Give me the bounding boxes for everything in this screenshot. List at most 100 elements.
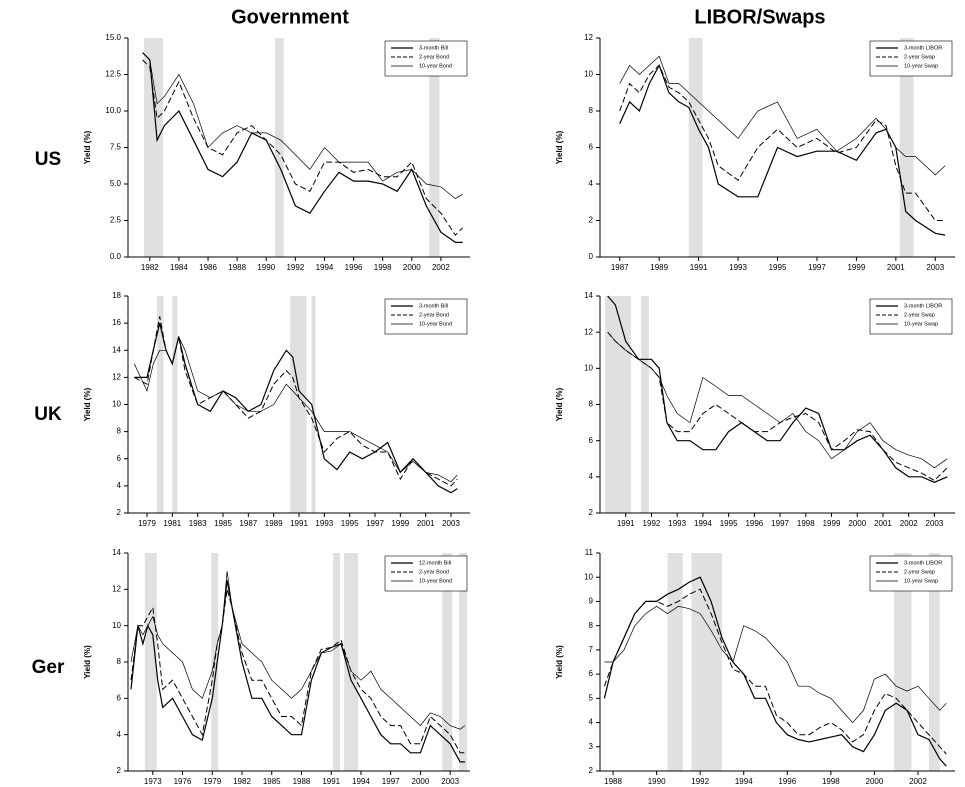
series-line (603, 588, 947, 755)
shaded-period (274, 38, 284, 257)
row-label: Ger (32, 657, 65, 678)
y-tick-label: 8 (117, 657, 122, 666)
shaded-period (333, 553, 341, 771)
panel: 0 2 4 6 8 10 12 1987 1989 1991 1993 1995 1997 1999 200… (555, 33, 955, 272)
x-tick-label: 1992 (691, 777, 709, 786)
legend-label: 10-year Bond (419, 578, 452, 584)
y-tick-label: 14 (112, 548, 121, 557)
x-tick-label: 2003 (926, 263, 944, 272)
y-tick-label: 7.5 (110, 143, 122, 152)
x-tick-label: 1985 (263, 777, 281, 786)
series-line (619, 64, 946, 221)
y-axis-label: Yield (%) (83, 645, 92, 679)
legend-label: 10-year Swap (904, 321, 938, 327)
x-tick-label: 2002 (432, 263, 450, 272)
legend-label: 3-month LIBOR (904, 560, 942, 566)
x-tick-label: 1981 (163, 519, 181, 528)
y-axis-label: Yield (%) (555, 645, 564, 679)
x-tick-label: 1991 (322, 777, 340, 786)
x-tick-label: 2000 (412, 777, 430, 786)
y-tick-label: 8 (117, 427, 122, 436)
shaded-period (344, 553, 358, 771)
shaded-period (688, 38, 703, 257)
series-line (607, 331, 948, 482)
shaded-period (211, 553, 219, 771)
y-tick-label: 8 (589, 106, 594, 115)
shaded-period (311, 296, 316, 513)
series-line (142, 52, 463, 200)
x-tick-label: 2003 (926, 519, 944, 528)
x-tick-label: 2000 (866, 777, 884, 786)
legend-label: 3-month LIBOR (904, 303, 942, 309)
y-tick-label: 12 (112, 584, 121, 593)
shaded-period (894, 553, 912, 771)
panel: 2 4 6 8 10 12 14 1973 1976 1979 1982 1985 1988 1991 19… (83, 548, 470, 786)
shaded-period (290, 296, 307, 513)
y-axis-label: Yield (%) (83, 130, 92, 164)
x-tick-label: 1988 (293, 777, 311, 786)
x-tick-label: 1999 (823, 519, 841, 528)
x-tick-label: 2003 (441, 777, 459, 786)
x-tick-label: 1991 (290, 519, 308, 528)
x-tick-label: 1990 (648, 777, 666, 786)
legend-label: 3-month Bill (419, 303, 448, 309)
x-tick-label: 1992 (286, 263, 304, 272)
x-tick-label: 2001 (417, 519, 435, 528)
shaded-period (144, 553, 157, 771)
y-tick-label: 5.0 (110, 179, 122, 188)
x-tick-label: 1996 (778, 777, 796, 786)
x-tick-label: 1987 (611, 263, 629, 272)
legend-label: 10-year Swap (904, 578, 938, 584)
x-tick-label: 1999 (391, 519, 409, 528)
y-tick-label: 5 (589, 693, 594, 702)
legend-label: 10-year Bond (419, 63, 452, 69)
legend-label: 12-month Bill (419, 560, 451, 566)
x-tick-label: 1997 (771, 519, 789, 528)
shaded-period (691, 553, 722, 771)
y-tick-label: 2 (589, 216, 594, 225)
series-line (607, 295, 948, 483)
y-tick-label: 18 (112, 291, 121, 300)
y-tick-label: 7 (589, 645, 594, 654)
x-tick-label: 2001 (887, 263, 905, 272)
y-tick-label: 4 (589, 718, 594, 727)
legend-label: 2-year Bond (419, 312, 449, 318)
legend-box (869, 555, 953, 592)
x-tick-label: 1996 (345, 263, 363, 272)
x-tick-label: 1994 (694, 519, 712, 528)
series-line (130, 589, 465, 754)
y-axis-label: Yield (%) (555, 130, 564, 164)
legend-box (384, 40, 468, 77)
y-tick-label: 2 (117, 766, 122, 775)
y-tick-label: 9 (589, 597, 594, 606)
x-tick-label: 1985 (214, 519, 232, 528)
y-tick-label: 10 (584, 363, 593, 372)
shaded-period (172, 296, 178, 513)
x-tick-label: 1993 (729, 263, 747, 272)
legend-label: 2-year Bond (419, 569, 449, 575)
series-line (604, 605, 947, 724)
y-tick-label: 10 (112, 621, 121, 630)
legend-box (384, 298, 468, 335)
row-label: UK (34, 404, 62, 425)
series-line (607, 331, 948, 469)
legend-label: 2-year Bond (419, 54, 449, 60)
y-tick-label: 6 (117, 693, 122, 702)
x-tick-label: 1979 (203, 777, 221, 786)
x-tick-label: 2000 (848, 519, 866, 528)
panel: 2 4 6 8 10 12 14 1991 1992 1993 1994 1995 1996 1997 19… (555, 291, 955, 528)
legend-label: 10-year Swap (904, 63, 938, 69)
shaded-period (442, 553, 453, 771)
y-tick-label: 6 (589, 436, 594, 445)
series-line (130, 571, 466, 730)
y-tick-label: 0.0 (110, 252, 122, 261)
shaded-period (459, 553, 468, 771)
legend-box (869, 298, 953, 335)
y-tick-label: 6 (589, 143, 594, 152)
shaded-period (667, 553, 683, 771)
shaded-period (144, 38, 163, 257)
x-tick-label: 1988 (228, 263, 246, 272)
x-tick-label: 1988 (604, 777, 622, 786)
x-tick-label: 1991 (690, 263, 708, 272)
